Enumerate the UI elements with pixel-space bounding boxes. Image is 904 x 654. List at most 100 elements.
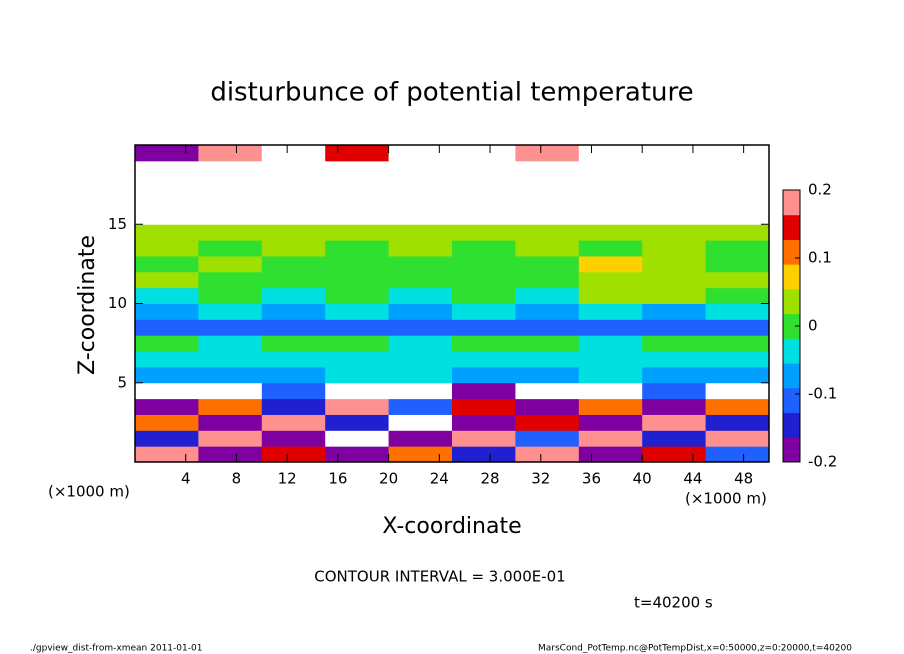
cell [642, 398, 707, 415]
cell [642, 382, 707, 400]
cell [515, 398, 580, 415]
x-tick-label: 20 [379, 470, 398, 488]
cell [135, 446, 199, 463]
cell [198, 255, 263, 273]
cell [388, 303, 453, 320]
cell [705, 255, 770, 273]
colorbar-segment [783, 387, 800, 414]
cell [515, 224, 580, 241]
cell [642, 414, 707, 431]
cell [135, 208, 199, 225]
cell [642, 430, 707, 447]
colorbar-segment [783, 239, 800, 265]
cell [261, 398, 326, 415]
cell [198, 398, 263, 415]
cell [261, 145, 326, 162]
cell [325, 414, 390, 431]
cell [135, 287, 199, 304]
cell [198, 430, 263, 447]
cell [705, 366, 770, 384]
cell [325, 208, 390, 225]
cell [452, 446, 516, 463]
cell [198, 145, 263, 162]
x-tick-label: 40 [633, 470, 652, 488]
cell [198, 192, 263, 209]
cell [198, 414, 263, 431]
cell [578, 398, 643, 415]
cell [388, 382, 453, 400]
cell [198, 446, 263, 463]
cell [135, 398, 199, 415]
x-unit: (×1000 m) [48, 483, 130, 501]
cell [388, 192, 453, 209]
cell [325, 335, 390, 352]
cell [578, 446, 643, 463]
cell [515, 351, 580, 368]
cell [578, 160, 643, 178]
cell [578, 192, 643, 209]
cell [578, 255, 643, 273]
cell [515, 176, 580, 194]
cell [261, 176, 326, 194]
x-tick-label: 16 [328, 470, 347, 488]
colorbar-segment [783, 264, 800, 290]
cell [642, 351, 707, 368]
cell [642, 287, 707, 304]
cell [578, 303, 643, 320]
cell [325, 446, 390, 463]
cell [388, 366, 453, 384]
cell [515, 446, 580, 463]
y-tick-label: 15 [108, 215, 127, 233]
cell [388, 255, 453, 273]
cell [515, 240, 580, 257]
cell [452, 271, 516, 289]
cell [261, 366, 326, 384]
cell [705, 414, 770, 431]
colorbar-segment [783, 338, 800, 364]
cell [705, 145, 770, 162]
cell [578, 145, 643, 162]
cell [515, 430, 580, 447]
cell [388, 224, 453, 241]
cell [452, 414, 516, 431]
colorbar-tick-label: 0 [808, 317, 818, 335]
cell [388, 351, 453, 368]
cell [135, 335, 199, 352]
cell [388, 240, 453, 257]
cell [261, 446, 326, 463]
cell [198, 240, 263, 257]
cell [452, 335, 516, 352]
cell [198, 351, 263, 368]
cell [452, 430, 516, 447]
colorbar-segment [783, 288, 800, 315]
cell [452, 351, 516, 368]
cell [705, 271, 770, 289]
cell [388, 176, 453, 194]
cell [452, 240, 516, 257]
cell [705, 208, 770, 225]
cell [388, 446, 453, 463]
cell [452, 192, 516, 209]
cell [198, 176, 263, 194]
cell [261, 160, 326, 178]
cell [135, 160, 199, 178]
cell [642, 335, 707, 352]
cell [452, 382, 516, 400]
cell [452, 398, 516, 415]
colorbar-tick-label: -0.2 [808, 453, 837, 471]
colorbar-segment [783, 437, 800, 463]
cell [452, 176, 516, 194]
cell [261, 430, 326, 447]
cell [261, 303, 326, 320]
cell [261, 271, 326, 289]
chart-title: disturbunce of potential temperature [210, 78, 693, 108]
cell [642, 224, 707, 241]
cell [388, 287, 453, 304]
cell [135, 414, 199, 431]
y-axis-label: Z-coordinate [75, 235, 100, 375]
cell [642, 446, 707, 463]
cell [452, 145, 516, 162]
cell [325, 160, 390, 178]
footer-right: MarsCond_PotTemp.nc@PotTempDist,x=0:5000… [538, 644, 852, 654]
cell [452, 208, 516, 225]
